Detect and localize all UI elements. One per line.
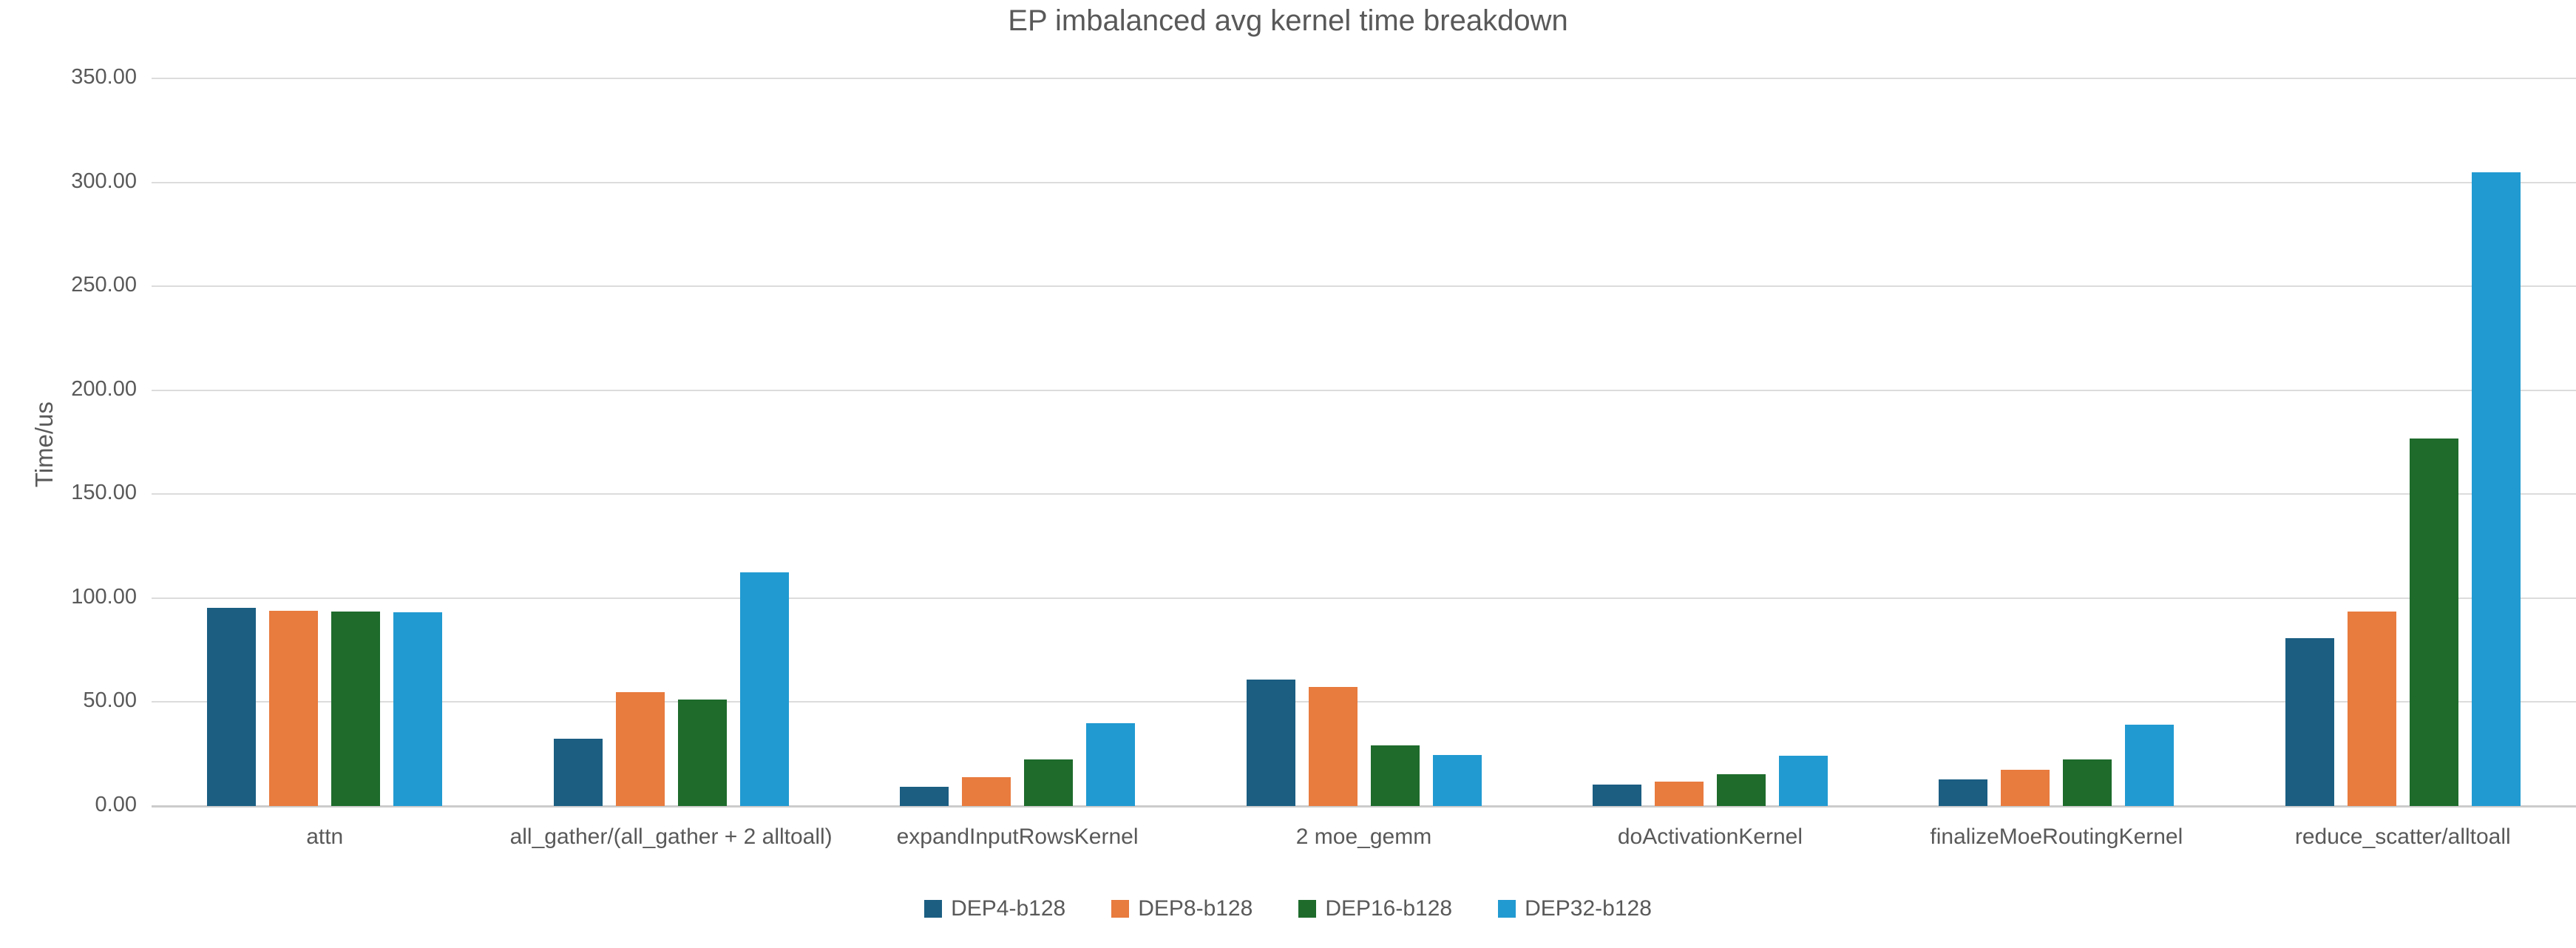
bar-DEP32-b128-attn [393,612,443,806]
gridline [152,701,2576,703]
gridline [152,285,2576,288]
bar-DEP16-b128-attn [331,611,381,806]
bar-DEP16-b128-expandInputRowsKernel [1024,759,1074,806]
bar-DEP4-b128-attn [207,607,257,806]
bar-DEP16-b128-reduce_scatter/alltoall [2409,438,2458,806]
bar-DEP4-b128-doActivationKernel [1592,785,1641,806]
bar-DEP8-b128-all_gather/(all_gather + 2 alltoall) [615,692,665,806]
y-tick-label: 250.00 [71,273,137,297]
legend: DEP4-b128 DEP8-b128 DEP16-b128 DEP32-b128 [0,896,2576,921]
x-axis-line [152,805,2576,808]
gridline [152,78,2576,79]
legend-swatch-icon [1498,900,1516,918]
bar-DEP4-b128-expandInputRowsKernel [900,787,949,806]
legend-label: DEP16-b128 [1325,896,1453,921]
legend-swatch-icon [1111,900,1130,918]
bar-DEP8-b128-doActivationKernel [1654,782,1704,806]
legend-label: DEP4-b128 [951,896,1066,921]
bar-DEP32-b128-2 moe_gemm [1432,754,1482,806]
bar-DEP16-b128-2 moe_gemm [1370,745,1420,806]
chart-title: EP imbalanced avg kernel time breakdown [1008,4,1568,37]
gridline [152,493,2576,495]
x-category-label: reduce_scatter/alltoall [2294,825,2511,849]
bar-DEP32-b128-finalizeMoeRoutingKernel [2125,725,2175,806]
bar-DEP8-b128-attn [269,610,319,806]
y-tick-label: 300.00 [71,169,137,193]
gridline [152,181,2576,183]
bar-DEP32-b128-reduce_scatter/alltoall [2471,172,2521,806]
bar-DEP8-b128-reduce_scatter/alltoall [2347,612,2396,806]
bar-DEP32-b128-all_gather/(all_gather + 2 alltoall) [739,572,789,806]
legend-item-DEP4-b128: DEP4-b128 [924,896,1065,921]
legend-swatch-icon [1298,900,1317,918]
legend-item-DEP16-b128: DEP16-b128 [1298,896,1452,921]
x-category-label: finalizeMoeRoutingKernel [1930,825,2183,849]
bar-DEP4-b128-finalizeMoeRoutingKernel [1939,779,1988,806]
bar-DEP32-b128-expandInputRowsKernel [1086,722,1136,806]
bar-DEP4-b128-reduce_scatter/alltoall [2285,637,2334,806]
y-tick-label: 200.00 [71,376,137,401]
bar-DEP16-b128-finalizeMoeRoutingKernel [2063,759,2112,806]
y-tick-label: 50.00 [83,688,137,713]
legend-swatch-icon [924,900,943,918]
x-category-label: all_gather/(all_gather + 2 alltoall) [509,825,833,849]
legend-label: DEP8-b128 [1138,896,1253,921]
bar-DEP4-b128-all_gather/(all_gather + 2 alltoall) [553,738,603,806]
y-tick-label: 350.00 [71,65,137,89]
bar-DEP8-b128-expandInputRowsKernel [962,776,1011,806]
bar-DEP32-b128-doActivationKernel [1778,756,1828,806]
bar-DEP4-b128-2 moe_gemm [1246,679,1295,806]
bar-DEP16-b128-doActivationKernel [1716,773,1766,806]
bar-DEP8-b128-finalizeMoeRoutingKernel [2001,769,2050,806]
bar-DEP8-b128-2 moe_gemm [1308,686,1358,806]
y-tick-label: 0.00 [95,793,137,816]
y-tick-label: 150.00 [71,481,137,505]
bar-DEP16-b128-all_gather/(all_gather + 2 alltoall) [677,700,727,806]
x-category-label: doActivationKernel [1617,825,1803,849]
gridline [152,389,2576,391]
x-category-label: 2 moe_gemm [1295,825,1432,849]
legend-item-DEP8-b128: DEP8-b128 [1111,896,1253,921]
x-category-label: expandInputRowsKernel [896,825,1139,849]
gridline [152,597,2576,599]
legend-item-DEP32-b128: DEP32-b128 [1498,896,1652,921]
x-category-label: attn [306,825,344,849]
legend-label: DEP32-b128 [1525,896,1652,921]
y-tick-label: 100.00 [71,584,137,609]
